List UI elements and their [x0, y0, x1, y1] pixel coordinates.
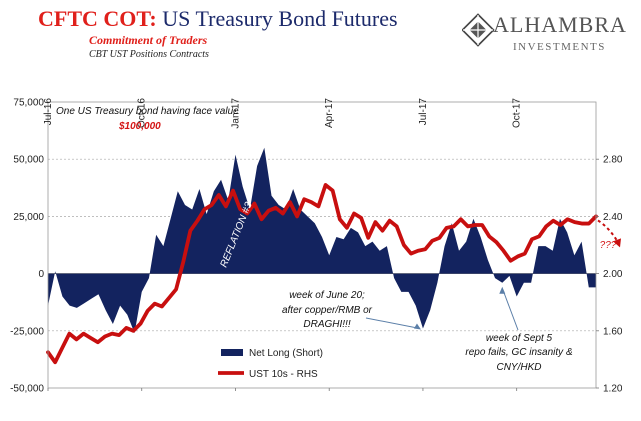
annotation-june20-line: DRAGHI!!! — [303, 319, 350, 330]
net-long-area-layer — [48, 147, 596, 334]
annotation-june20-line: week of June 20; — [289, 290, 365, 301]
net-long-area — [48, 147, 596, 334]
legend-swatch-net-long — [221, 349, 243, 356]
x-tick-label: Apr-17 — [324, 98, 335, 128]
title-main: US Treasury Bond Futures — [156, 6, 398, 31]
annotation-question: ??? — [600, 240, 617, 251]
title-prefix: CFTC COT: — [38, 6, 157, 31]
trend-arrow-head — [613, 238, 621, 248]
legend-label-net-long: Net Long (Short) — [249, 348, 323, 359]
y-left-tick-label: 0 — [38, 269, 44, 280]
plot-frame — [47, 101, 597, 389]
y-left-tick-label: 50,000 — [13, 155, 44, 166]
ust10-line-layer — [46, 183, 598, 365]
y-right-tick-label: 1.20 — [603, 384, 623, 395]
annotation-sept5-line: repo fails, GC insanity & — [465, 347, 573, 358]
annotation-sept5-line: CNY/HKD — [496, 362, 541, 373]
annotation-face-value: One US Treasury bond having face value — [56, 106, 239, 117]
x-tick-label: Jul-17 — [418, 98, 429, 126]
annotation-sept5-arrowhead — [499, 286, 506, 294]
y-left-tick-label: -50,000 — [10, 384, 44, 395]
chart-subtitle-2: CBT UST Positions Contracts — [89, 49, 209, 60]
y-right-tick-label: 2.80 — [603, 155, 623, 166]
y-left-tick-label: 75,000 — [13, 98, 44, 109]
x-tick-label: Oct-17 — [512, 98, 523, 128]
logo-name: ALHAMBRA — [493, 12, 627, 37]
chart-title: CFTC COT: US Treasury Bond Futures — [38, 6, 398, 32]
alhambra-logo-icon — [462, 13, 495, 47]
y-right-tick-label: 2.40 — [603, 212, 623, 223]
ust10-line — [46, 183, 598, 365]
legend: Net Long (Short) UST 10s - RHS — [218, 348, 323, 380]
x-tick-label: Oct-16 — [137, 98, 148, 128]
x-tick-label: Jan-17 — [230, 98, 241, 129]
annotation-face-amount: $100,000 — [118, 121, 161, 132]
trend-arrow — [597, 219, 619, 243]
logo-sub: INVESTMENTS — [513, 41, 606, 53]
y-left-tick-label: -25,000 — [10, 326, 44, 337]
axes-layer: -50,000 -25,000 0 25,000 50,000 75,000 1.20 1.6… — [10, 98, 623, 395]
annotation-june20-line: after copper/RMB or — [282, 305, 373, 316]
annotation-june20-arrowhead — [413, 323, 421, 330]
y-right-tick-label: 2.00 — [603, 269, 623, 280]
legend-label-ust10: UST 10s - RHS — [249, 369, 318, 380]
y-left-tick-label: 25,000 — [13, 212, 44, 223]
chart-subtitle: Commitment of Traders — [89, 33, 208, 47]
annotation-sept5-arrow — [502, 290, 519, 331]
x-tick-label: Jul-16 — [43, 98, 54, 126]
annotation-sept5-line: week of Sept 5 — [486, 333, 553, 344]
annotation-june20-arrow — [365, 317, 421, 330]
y-right-tick-label: 1.60 — [603, 326, 623, 337]
